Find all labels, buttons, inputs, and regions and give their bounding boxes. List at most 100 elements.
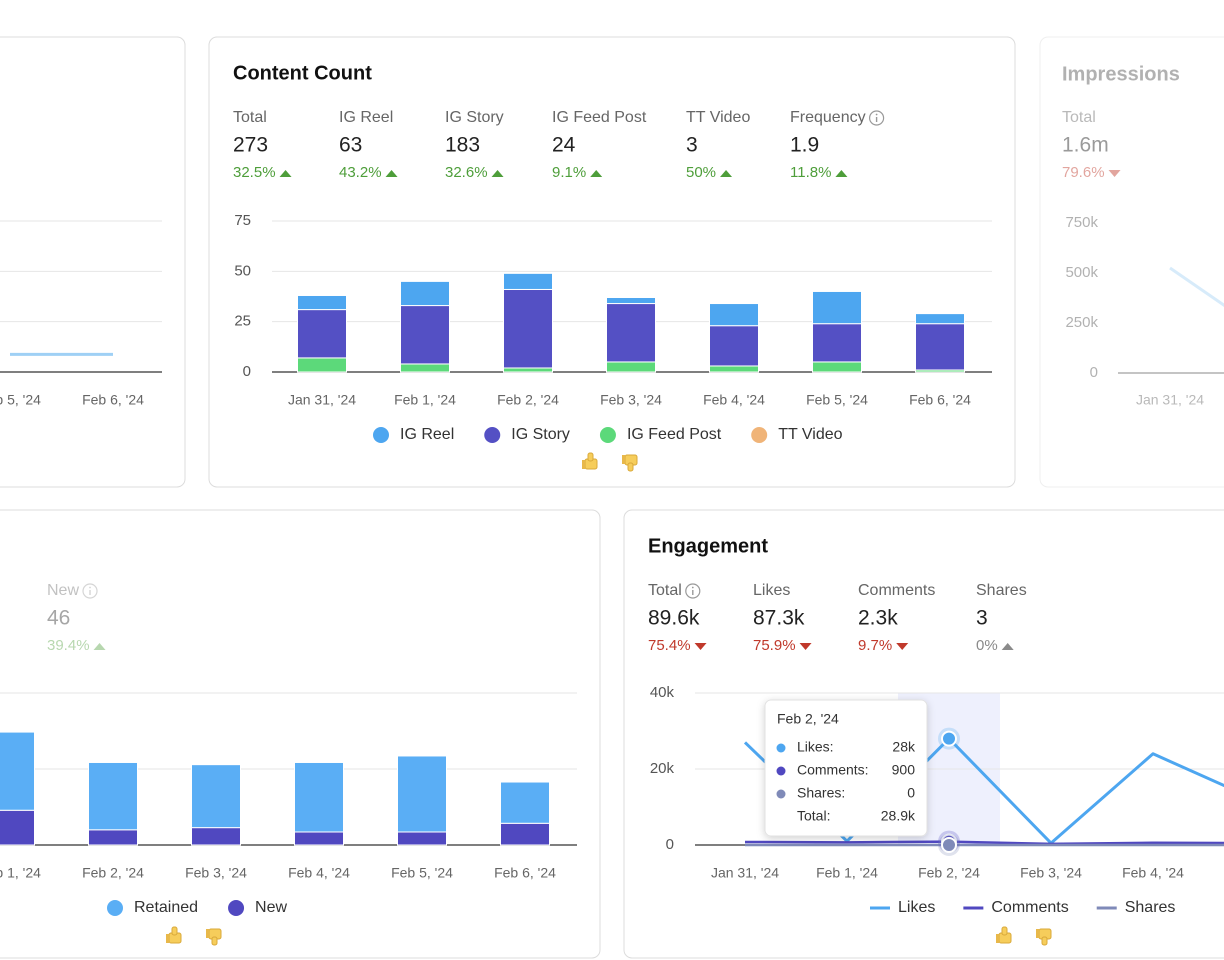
- legend-dot: [373, 427, 389, 443]
- x-tick-label: Feb 2, '24: [82, 865, 144, 881]
- thumbs-up[interactable]: [996, 926, 1012, 944]
- x-tick-label: Feb 3, '24: [600, 392, 662, 408]
- legend-item[interactable]: Comments: [963, 899, 1069, 916]
- legend-item[interactable]: IG Feed Post: [599, 426, 722, 443]
- tooltip-name: Likes:: [797, 739, 834, 755]
- info-icon: [685, 583, 701, 599]
- thumb-finger: [211, 936, 218, 946]
- legend-label: IG Story: [511, 426, 570, 443]
- bar-segment: [0, 731, 35, 811]
- y-tick-label: 250k: [1065, 314, 1098, 331]
- trend-arrow: [279, 170, 292, 177]
- stat-change: 11.8%: [790, 164, 831, 181]
- thumb-cuff: [996, 934, 999, 943]
- stat-value: 89.6k: [648, 607, 700, 630]
- stat-label: Frequency: [790, 109, 866, 126]
- stat-label: Total: [1062, 109, 1096, 126]
- x-tick-label: Feb 4, '24: [703, 392, 765, 408]
- stat-label: Comments: [858, 582, 935, 599]
- info-icon-dot: [875, 113, 878, 116]
- stat-change: 75.4%: [648, 637, 691, 654]
- bar-segment: [0, 809, 35, 846]
- bar-segment: [400, 305, 450, 365]
- thumbs-down[interactable]: [206, 928, 222, 946]
- bar-segment: [297, 357, 347, 373]
- info-icon: [82, 583, 98, 599]
- card-border: [1039, 36, 1224, 488]
- stat-label: IG Feed Post: [552, 109, 647, 126]
- x-tick-label: Feb 3, '24: [1020, 865, 1082, 881]
- bar-segment: [500, 781, 550, 824]
- bar-segment: [606, 297, 656, 305]
- card-title: Impressions: [1062, 63, 1180, 85]
- stat-value: 3: [976, 607, 988, 630]
- thumb-finger: [1041, 936, 1048, 946]
- stats: Total 1.6m 79.6%: [1062, 109, 1121, 181]
- thumb-cuff: [1036, 929, 1039, 938]
- thumbs-up[interactable]: [166, 926, 182, 944]
- y-tick-label: 500k: [1065, 264, 1098, 281]
- legend-item[interactable]: Shares: [1096, 899, 1176, 916]
- stat-change: 39.4%: [47, 637, 90, 654]
- bar-segment: [812, 323, 862, 363]
- bar-segment: [503, 288, 553, 369]
- stat-label: Likes: [753, 582, 790, 599]
- x-tick-label: Feb 1, '24: [816, 865, 878, 881]
- stats: New 46 39.4%: [47, 582, 106, 654]
- bar-segment: [503, 272, 553, 290]
- legend-item[interactable]: New: [228, 899, 288, 916]
- legend-dot: [751, 427, 768, 443]
- stat-change: 32.6%: [445, 164, 488, 181]
- card: Content Count Total 273 32.5% IG Reel 63 43.2%…: [208, 36, 1016, 488]
- y-tick-label: 0: [1090, 364, 1098, 381]
- thumb-finger: [1001, 926, 1008, 936]
- x-tick-label: Feb 3, '24: [185, 865, 247, 881]
- bar-segment: [503, 367, 553, 373]
- y-tick-label: 20k: [650, 760, 675, 777]
- thumbs-up[interactable]: [582, 452, 598, 470]
- legend-label: IG Feed Post: [627, 426, 722, 443]
- tooltip-value: 28.9k: [881, 808, 916, 824]
- y-tick-label: 0: [666, 836, 674, 853]
- legend-item[interactable]: IG Reel: [373, 426, 454, 443]
- card-title: Engagement: [648, 535, 768, 557]
- legend-item[interactable]: Retained: [107, 899, 198, 916]
- stat-value: 3: [686, 134, 698, 157]
- line-series: [744, 840, 1224, 846]
- bar-segment: [400, 280, 450, 307]
- legend-item[interactable]: Likes: [870, 899, 935, 916]
- stat-label: IG Reel: [339, 109, 393, 126]
- legend-item[interactable]: IG Story: [484, 426, 570, 443]
- thumbs-down[interactable]: [1036, 928, 1052, 946]
- legend-label: Comments: [991, 899, 1068, 916]
- tooltip-name: Total:: [797, 808, 830, 824]
- info-icon: [868, 110, 885, 126]
- legend-dot: [228, 900, 245, 916]
- bar-segment: [191, 827, 241, 846]
- x-tick-label: Feb 5, '24: [806, 392, 868, 408]
- stat-value: 1.9: [790, 134, 819, 157]
- x-tick-label: Feb 6, '24: [909, 392, 971, 408]
- legend-dot: [107, 900, 123, 916]
- stat-label: New: [47, 582, 79, 599]
- stat-value: 24: [552, 134, 576, 157]
- trend-arrow: [1001, 643, 1014, 650]
- trend-arrow: [694, 643, 707, 650]
- bar-segment: [915, 323, 965, 371]
- x-tick-label: Feb 2, '24: [918, 865, 980, 881]
- bar-segment: [191, 764, 241, 829]
- stat-value: 46: [47, 607, 70, 630]
- bar-segment: [915, 313, 965, 325]
- legend-item[interactable]: TT Video: [751, 426, 843, 443]
- bar-segment: [709, 365, 759, 373]
- stat-change: 79.6%: [1062, 164, 1105, 181]
- stat-change: 32.5%: [233, 164, 276, 181]
- thumbs-down[interactable]: [622, 454, 638, 472]
- x-tick-label: Feb 6, '24: [82, 392, 144, 408]
- bar-segment: [397, 755, 447, 833]
- bar-segment: [294, 761, 344, 833]
- y-tick-label: 50: [234, 262, 251, 279]
- trend-arrow: [896, 643, 909, 650]
- legend-label: IG Reel: [400, 426, 454, 443]
